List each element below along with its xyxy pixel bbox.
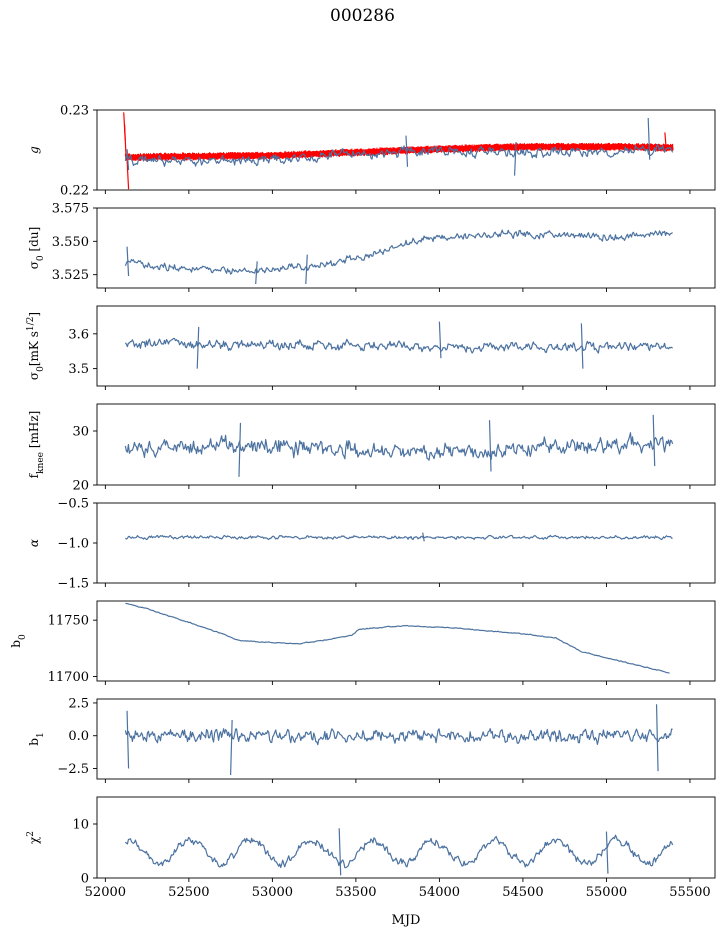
x-tick-label: 54500 [502, 885, 543, 900]
series-2-1 [124, 229, 673, 285]
x-tick-label: 53500 [335, 885, 376, 900]
panel-1: 0.22 0.23 g [27, 104, 716, 199]
y-tick-label: −1.5 [57, 577, 89, 592]
series-spike [655, 704, 659, 772]
panel-5: −1.5 −1.0 −0.5 α [27, 497, 716, 592]
axes-frame [96, 109, 716, 191]
series-line [124, 229, 673, 275]
series-line [124, 728, 673, 746]
panel-2: 3.525 3.550 3.575 σ0 [du] [27, 202, 716, 292]
series-spike [123, 124, 127, 158]
y-tick-label: 20 [72, 479, 89, 494]
series-line [125, 602, 670, 674]
panel-4: 20 30 fknee [mHz] [27, 403, 716, 494]
x-tick-label: 55000 [586, 885, 627, 900]
page-title: 000286 [330, 6, 395, 26]
series-spike [230, 719, 233, 776]
panel-8: 0 10 52000 52500 53000 53500 54000 54500 55000 55… [26, 796, 716, 900]
series-spike [488, 420, 492, 472]
y-axis-label: b1 [27, 732, 46, 745]
x-tick-label: 53000 [252, 885, 293, 900]
x-tick-label: 52500 [168, 885, 209, 900]
y-axis-label: σ0 [du] [27, 227, 46, 270]
y-tick-label: 3.550 [52, 235, 89, 250]
series-spike [652, 414, 656, 467]
y-tick-label: 0.22 [60, 184, 89, 199]
series-spike [647, 117, 651, 160]
axes-frame [96, 796, 716, 879]
axes-frame [96, 600, 716, 682]
panel-7: −2.5 0.0 2.5 b1 [27, 696, 716, 783]
y-tick-label: 3.525 [52, 268, 89, 283]
x-axis-label: MJD [392, 913, 421, 928]
y-tick-label: −2.5 [57, 762, 89, 777]
axes-frame [96, 698, 716, 780]
y-axis-label: b0 [9, 634, 28, 648]
series-spike [255, 261, 258, 285]
series-spike [126, 710, 130, 769]
series-spike [605, 831, 609, 874]
y-tick-label: 3.6 [68, 327, 89, 342]
series-7-1 [124, 704, 673, 776]
y-tick-label: 30 [72, 425, 89, 440]
series-spike [513, 141, 517, 176]
y-tick-label: 0 [81, 872, 89, 887]
y-tick-label: −1.0 [57, 537, 89, 552]
y-tick-label: 3.5 [68, 362, 89, 377]
axes-frame [96, 502, 716, 584]
series-spike [405, 135, 409, 167]
x-tick-label: 54000 [419, 885, 460, 900]
y-tick-label: −0.5 [57, 497, 89, 512]
series-spike [338, 828, 342, 876]
series-6-1 [125, 602, 670, 674]
series-spike [126, 246, 130, 277]
series-spike [238, 422, 242, 477]
x-tick-label: 55500 [669, 885, 710, 900]
y-tick-label: 2.5 [68, 696, 89, 711]
series-1-1 [123, 112, 674, 190]
series-spike [126, 159, 130, 190]
x-tick-label: 52000 [85, 885, 126, 900]
series-line [124, 142, 674, 162]
series-3-1 [124, 321, 674, 369]
axes-frame [96, 403, 716, 486]
y-tick-label: 11700 [48, 670, 89, 685]
y-tick-label: 10 [72, 818, 89, 833]
y-axis-label: fknee [mHz] [27, 411, 46, 479]
series-1-2 [124, 117, 674, 176]
series-spike [422, 532, 425, 542]
y-tick-label: 0.0 [68, 729, 89, 744]
panel-6: 11700 11750 b0 [9, 600, 716, 685]
y-tick-label: 0.23 [60, 104, 89, 119]
series-line [124, 143, 674, 167]
y-tick-label: 11750 [48, 614, 89, 629]
series-line [124, 432, 674, 461]
axes-frame [96, 305, 716, 387]
y-axis-label: g [27, 146, 41, 154]
series-4-1 [124, 414, 674, 477]
y-axis-label: χ2 [26, 831, 41, 844]
y-axis-label: σ0[mK s1/2] [26, 312, 46, 380]
series-line [125, 534, 673, 541]
series-spike [438, 321, 442, 359]
series-spike [305, 254, 308, 285]
series-spike [126, 149, 130, 171]
series-line [124, 337, 674, 354]
series-spike [196, 326, 200, 369]
y-axis-label: α [27, 539, 41, 547]
series-5-1 [125, 532, 673, 542]
panel-3: 3.5 3.6 σ0[mK s1/2] [26, 305, 716, 390]
series-spike [580, 323, 584, 369]
series-8-1 [124, 828, 674, 876]
axes-frame [96, 207, 716, 289]
y-tick-label: 3.575 [52, 202, 89, 217]
series-line [124, 834, 674, 869]
